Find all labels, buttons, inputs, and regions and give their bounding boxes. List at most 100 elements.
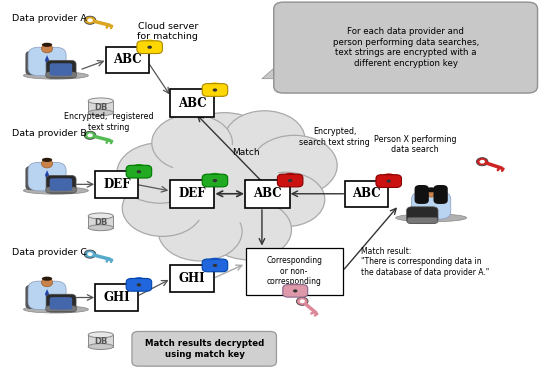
Text: Data provider C: Data provider C (12, 248, 87, 257)
FancyBboxPatch shape (283, 285, 308, 297)
FancyBboxPatch shape (137, 41, 163, 54)
Circle shape (387, 179, 391, 183)
Text: GHI: GHI (179, 272, 205, 285)
Ellipse shape (88, 332, 113, 338)
Text: DB: DB (94, 218, 107, 227)
FancyBboxPatch shape (407, 217, 438, 223)
Ellipse shape (426, 189, 436, 197)
Text: Encrypted,
search text string: Encrypted, search text string (299, 127, 370, 147)
Circle shape (206, 200, 292, 260)
FancyBboxPatch shape (170, 180, 214, 207)
Polygon shape (45, 289, 49, 301)
FancyBboxPatch shape (50, 63, 72, 76)
FancyBboxPatch shape (25, 166, 40, 190)
FancyBboxPatch shape (202, 84, 228, 97)
Circle shape (84, 131, 96, 139)
Circle shape (84, 250, 96, 258)
Text: ABC: ABC (178, 97, 206, 110)
Circle shape (300, 299, 305, 303)
Ellipse shape (42, 158, 52, 162)
Text: Data provider A: Data provider A (12, 14, 87, 23)
FancyBboxPatch shape (28, 281, 66, 310)
Circle shape (480, 160, 485, 164)
Text: For each data provider and
person performing data searches,
text strings are enc: For each data provider and person perfor… (333, 27, 479, 68)
FancyBboxPatch shape (28, 47, 66, 76)
Ellipse shape (42, 278, 53, 287)
Circle shape (122, 180, 203, 236)
Text: ABC: ABC (113, 53, 142, 66)
Circle shape (293, 290, 298, 293)
Ellipse shape (88, 98, 113, 104)
Ellipse shape (42, 159, 53, 168)
FancyBboxPatch shape (25, 285, 40, 309)
Ellipse shape (88, 110, 113, 116)
Text: GHI: GHI (104, 291, 130, 304)
Ellipse shape (396, 214, 467, 222)
Circle shape (176, 112, 273, 180)
FancyBboxPatch shape (25, 51, 40, 75)
FancyBboxPatch shape (170, 265, 214, 293)
FancyBboxPatch shape (88, 101, 113, 112)
Circle shape (87, 18, 93, 22)
Text: DB: DB (94, 337, 107, 346)
Ellipse shape (88, 344, 113, 350)
FancyBboxPatch shape (415, 185, 429, 204)
FancyBboxPatch shape (278, 174, 303, 187)
Circle shape (224, 111, 305, 167)
Text: ABC: ABC (253, 187, 282, 200)
Text: Data provider B: Data provider B (12, 129, 87, 138)
Text: ABC: ABC (353, 187, 381, 200)
FancyBboxPatch shape (245, 180, 289, 207)
Text: Match results decrypted
using match key: Match results decrypted using match key (145, 339, 264, 358)
FancyBboxPatch shape (376, 175, 401, 187)
FancyBboxPatch shape (345, 180, 388, 207)
Text: Person X performing
data search: Person X performing data search (374, 135, 456, 154)
FancyBboxPatch shape (46, 72, 76, 78)
FancyBboxPatch shape (202, 174, 228, 187)
Circle shape (251, 135, 337, 196)
Circle shape (117, 143, 203, 203)
FancyBboxPatch shape (88, 335, 113, 347)
FancyBboxPatch shape (434, 185, 448, 204)
Text: Match result:
"There is corresponding data in
the database of data provider A.": Match result: "There is corresponding da… (361, 247, 490, 277)
FancyBboxPatch shape (411, 192, 451, 219)
Ellipse shape (42, 277, 52, 281)
Circle shape (168, 145, 281, 224)
Text: Cloud server
for matching: Cloud server for matching (138, 22, 198, 41)
FancyBboxPatch shape (202, 259, 228, 272)
Circle shape (87, 133, 93, 137)
FancyBboxPatch shape (407, 207, 438, 224)
Circle shape (137, 170, 141, 173)
Circle shape (84, 16, 96, 24)
Circle shape (147, 46, 152, 49)
FancyBboxPatch shape (126, 165, 152, 178)
Text: DEF: DEF (103, 178, 131, 191)
FancyBboxPatch shape (46, 294, 76, 312)
Circle shape (158, 202, 242, 261)
FancyBboxPatch shape (96, 171, 138, 198)
Text: DEF: DEF (178, 187, 206, 200)
Polygon shape (262, 60, 284, 79)
Circle shape (296, 297, 308, 306)
FancyBboxPatch shape (46, 187, 76, 193)
Text: Encrypted,  registered
text string: Encrypted, registered text string (64, 112, 154, 132)
Ellipse shape (88, 225, 113, 231)
FancyBboxPatch shape (170, 89, 214, 117)
Circle shape (163, 141, 286, 228)
FancyBboxPatch shape (50, 297, 72, 310)
Circle shape (213, 89, 217, 92)
FancyBboxPatch shape (274, 2, 537, 93)
Ellipse shape (42, 44, 53, 53)
FancyBboxPatch shape (46, 60, 76, 78)
Text: DB: DB (94, 103, 107, 112)
Circle shape (87, 252, 93, 256)
Circle shape (213, 179, 217, 182)
Polygon shape (45, 170, 49, 182)
Text: Corresponding
or non-
corresponding: Corresponding or non- corresponding (266, 256, 322, 286)
Ellipse shape (23, 187, 89, 194)
Circle shape (247, 172, 325, 226)
FancyBboxPatch shape (88, 216, 113, 228)
FancyBboxPatch shape (126, 279, 152, 291)
Circle shape (288, 179, 293, 182)
Ellipse shape (426, 187, 437, 192)
